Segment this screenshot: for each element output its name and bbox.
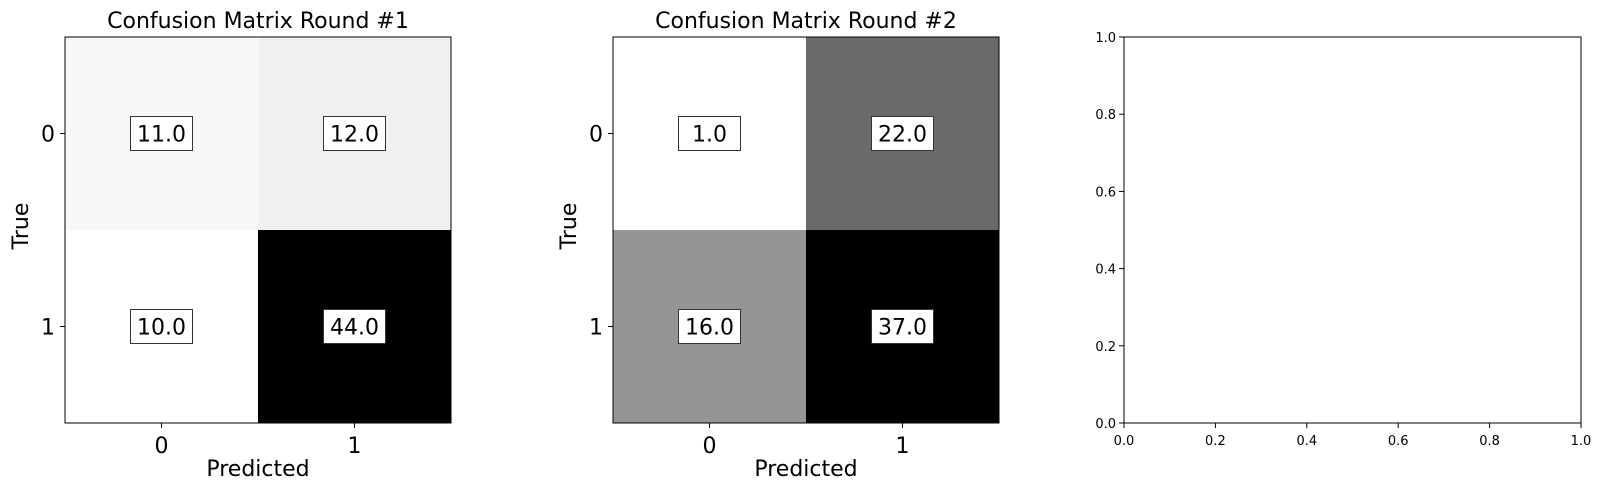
y-tick-label: 1 [41,316,55,341]
y-tick-label: 0.4 [1095,263,1116,278]
y-tick-label: 0.8 [1095,108,1116,123]
cell-value-label: 22.0 [878,123,927,148]
cell-label-box [323,309,386,344]
confusion-matrix-round-2: Confusion Matrix Round #2 True Predicted… [557,9,1000,482]
y-tick-label: 1 [589,316,603,341]
y-axis-label: True [557,203,582,251]
y-tick-label: 0.6 [1095,185,1116,200]
x-tick-label: 0.4 [1296,434,1317,449]
cell-label-box [871,116,934,151]
x-axis-label: Predicted [754,457,857,482]
cell-value-label: 1.0 [692,123,727,148]
empty-axes: 0.0 0.2 0.4 0.6 0.8 1.0 0.0 0.2 0.4 0.6 0.8 1.0 [1095,31,1591,449]
y-tick-label: 0 [41,123,55,148]
cell-label-box [871,309,934,344]
x-tick-label: 0 [155,434,169,459]
cell-label-box [130,309,193,344]
axes-frame [612,36,1000,424]
cell-value-label: 12.0 [330,123,379,148]
cell-value-label: 10.0 [137,316,186,341]
cell-value-label: 11.0 [137,123,186,148]
y-tick-label: 0 [589,123,603,148]
cell-label-box [678,309,741,344]
x-tick-label: 1 [348,434,362,459]
axes-frame [64,36,452,424]
x-tick-label: 0.2 [1205,434,1226,449]
cell-label-box [130,116,193,151]
x-tick-label: 0.0 [1114,434,1135,449]
chart-title: Confusion Matrix Round #2 [655,9,957,34]
y-tick-label: 0.2 [1095,340,1116,355]
cell-value-label: 16.0 [685,316,734,341]
cell-label-box [678,116,741,151]
confusion-matrix-round-1: Confusion Matrix Round #1 True Predicted… [9,9,452,482]
x-tick-label: 0.8 [1479,434,1500,449]
x-tick-label: 0.6 [1388,434,1409,449]
x-tick-label: 1 [896,434,910,459]
x-axis-label: Predicted [206,457,309,482]
cell-label-box [323,116,386,151]
cell-value-label: 37.0 [878,316,927,341]
x-tick-label: 1.0 [1571,434,1592,449]
x-tick-label: 0 [703,434,717,459]
y-tick-label: 0.0 [1095,417,1116,432]
y-axis-label: True [9,203,34,251]
y-tick-label: 1.0 [1095,31,1116,46]
chart-title: Confusion Matrix Round #1 [107,9,409,34]
axes-frame [1123,36,1582,424]
cell-value-label: 44.0 [330,316,379,341]
